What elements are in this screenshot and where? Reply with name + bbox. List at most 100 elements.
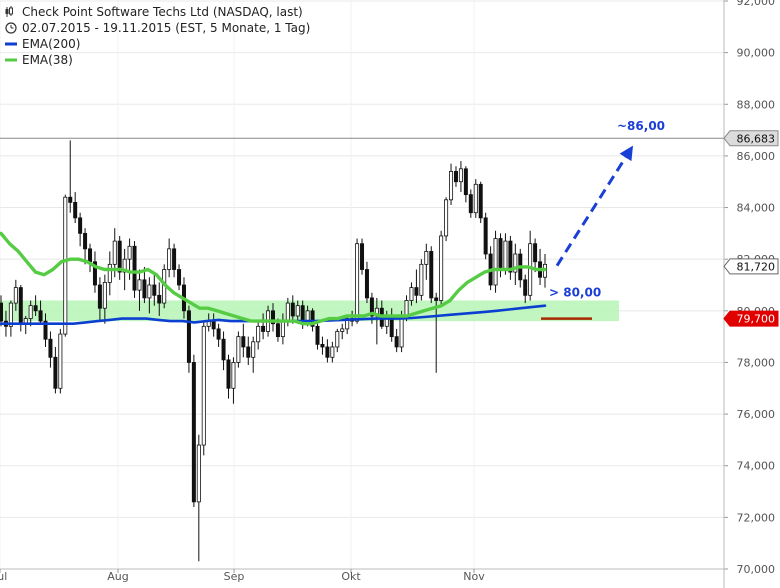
candle xyxy=(8,300,13,337)
x-tick-label: Nov xyxy=(463,570,485,583)
candle-body xyxy=(285,302,290,322)
chart-header: Check Point Software Techs Ltd (NASDAQ, … xyxy=(5,5,310,67)
candle-body xyxy=(473,183,478,214)
candle-body xyxy=(364,269,369,299)
candle-body xyxy=(251,341,256,358)
candle-body xyxy=(221,338,226,361)
price-tag-label: 86,683 xyxy=(737,132,776,145)
candle xyxy=(468,189,473,218)
candle-body xyxy=(8,302,13,327)
candle xyxy=(226,354,231,399)
candle-body xyxy=(261,325,266,332)
candle xyxy=(132,241,137,298)
candle-body xyxy=(295,305,300,317)
candle xyxy=(424,243,429,280)
candle xyxy=(478,181,483,224)
candle-body xyxy=(137,279,142,291)
chart-type-icon xyxy=(5,6,13,17)
candle-body xyxy=(404,300,409,317)
candle xyxy=(463,166,468,203)
candle xyxy=(28,300,33,327)
candle-body xyxy=(88,248,93,263)
candle xyxy=(107,251,112,296)
candle-body xyxy=(513,253,518,273)
candle xyxy=(186,305,191,373)
candle xyxy=(444,197,449,242)
candle-body xyxy=(256,325,261,343)
candle-body xyxy=(270,310,275,325)
candle xyxy=(409,282,414,306)
candle xyxy=(315,321,320,350)
candle xyxy=(33,295,38,316)
candle-body xyxy=(533,243,538,263)
y-tick-label: 72,000 xyxy=(737,511,776,524)
y-tick-label: 70,000 xyxy=(737,563,776,576)
candle-body xyxy=(48,338,53,358)
candle-body xyxy=(246,346,251,358)
candle-body xyxy=(453,170,458,183)
candle-body xyxy=(335,331,340,348)
candle xyxy=(137,269,142,311)
candle-body xyxy=(498,238,503,270)
candle-body xyxy=(172,248,177,270)
candle xyxy=(92,251,97,293)
candle-body xyxy=(444,199,449,237)
candle-body xyxy=(399,315,404,348)
price-tag-label: 81,720 xyxy=(737,260,776,273)
candle xyxy=(147,277,152,314)
candle-body xyxy=(201,325,206,446)
candle xyxy=(439,230,444,306)
candle xyxy=(177,264,182,291)
candle-body xyxy=(241,336,246,348)
candle xyxy=(13,279,18,311)
candle xyxy=(172,243,177,278)
candle-body xyxy=(78,217,83,234)
candle-body xyxy=(196,444,201,503)
candle xyxy=(320,336,325,355)
candle-body xyxy=(305,310,310,322)
candle-body xyxy=(53,356,58,389)
candle-body xyxy=(211,320,216,330)
candle xyxy=(394,328,399,353)
candle xyxy=(295,300,300,322)
candle xyxy=(83,228,88,265)
candle xyxy=(236,331,241,368)
candle xyxy=(152,274,157,306)
x-axis: Jul Aug Sep Okt Nov xyxy=(0,568,724,583)
legend-label: EMA(38) xyxy=(22,53,73,67)
candle-body xyxy=(325,346,330,358)
candle-body xyxy=(523,279,528,296)
candle xyxy=(508,235,513,280)
candle-body xyxy=(152,284,157,296)
legend-label: EMA(200) xyxy=(22,37,80,51)
candle xyxy=(231,357,236,404)
candle xyxy=(473,179,478,218)
candle xyxy=(419,259,424,301)
candle-body xyxy=(300,305,305,322)
candle-body xyxy=(463,168,468,196)
clock-icon xyxy=(5,22,17,34)
candle-body xyxy=(186,310,191,363)
x-tick-label: Sep xyxy=(224,570,245,583)
candle-body xyxy=(434,297,439,301)
price-tag: 81,720 xyxy=(723,258,779,275)
candle xyxy=(256,321,261,350)
candle-body xyxy=(369,297,374,317)
price-tag: 79,700 xyxy=(723,310,779,327)
y-tick-label: 76,000 xyxy=(737,408,776,421)
target-annotation: ~86,00 xyxy=(617,119,665,133)
candle xyxy=(48,331,53,368)
x-tick-label: Aug xyxy=(107,570,128,583)
candle-body xyxy=(127,245,132,260)
candle xyxy=(58,328,63,394)
candle-body xyxy=(394,336,399,348)
y-tick-label: 88,000 xyxy=(737,98,776,111)
candle-body xyxy=(449,170,454,201)
price-tag-box xyxy=(723,130,779,147)
candle xyxy=(290,295,295,324)
candle-body xyxy=(360,243,365,270)
candle-body xyxy=(414,287,419,296)
candle xyxy=(63,194,68,337)
candle xyxy=(483,212,488,260)
candle-body xyxy=(280,320,285,338)
